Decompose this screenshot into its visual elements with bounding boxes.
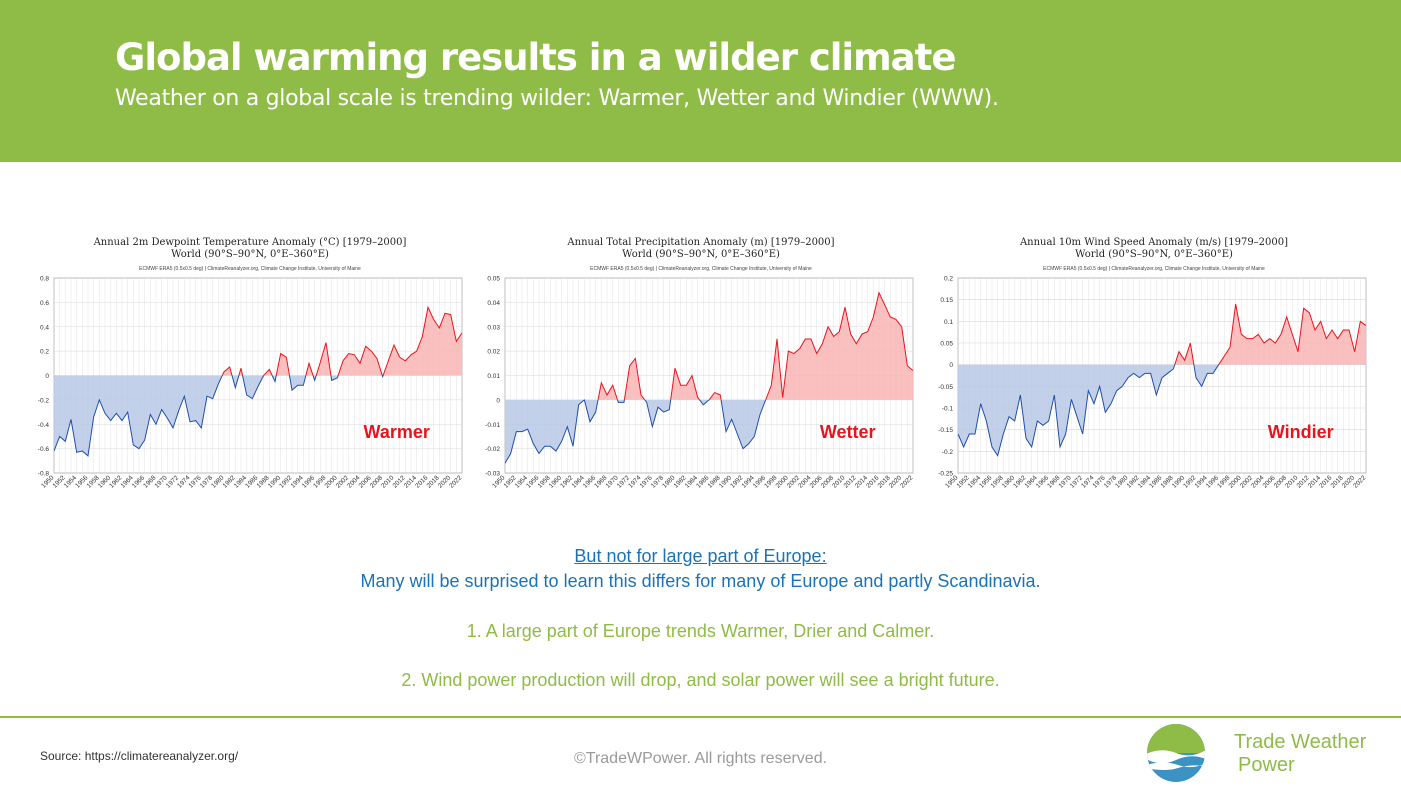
chart-source: ECMWF ERA5 (0.5x0.5 deg) | ClimateReanal… <box>139 266 361 272</box>
y-tick-label: 0 <box>496 397 500 404</box>
y-tick-label: -0.03 <box>485 471 500 478</box>
y-tick-label: 0.6 <box>40 300 49 307</box>
negative-anomaly-area <box>505 399 913 464</box>
point-1: 1. A large part of Europe trends Warmer,… <box>466 621 935 641</box>
y-tick-label: 0.1 <box>944 319 953 326</box>
source-link[interactable]: Source: https://climatereanalyzer.org/ <box>40 749 239 763</box>
chart-subtitle: World (90°S–90°N, 0°E–360°E) <box>1075 249 1233 260</box>
y-tick-label: -0.2 <box>38 397 50 404</box>
y-tick-label: 0.4 <box>40 324 49 331</box>
y-tick-label: 0.03 <box>487 324 500 331</box>
chart-title: Annual Total Precipitation Anomaly (m) [… <box>567 237 835 248</box>
positive-anomaly-area <box>1174 304 1366 365</box>
page-subtitle: Weather on a global scale is trending wi… <box>115 86 999 111</box>
chart-title: Annual 10m Wind Speed Anomaly (m/s) [197… <box>1019 237 1289 248</box>
y-tick-label: 0 <box>949 362 953 369</box>
y-tick-label: -0.01 <box>485 422 500 429</box>
positive-anomaly-area <box>54 307 462 376</box>
series-line-negative <box>54 375 384 457</box>
chart-source: ECMWF ERA5 (0.5x0.5 deg) | ClimateReanal… <box>1043 266 1265 272</box>
chart-plot: 0.050.040.030.020.010-0.01-0.02-0.031950… <box>485 276 915 490</box>
y-tick-label: 0.05 <box>487 276 500 283</box>
y-tick-label: 0.2 <box>40 349 49 356</box>
y-tick-label: 0 <box>45 373 49 380</box>
page-title: Global warming results in a wilder clima… <box>115 36 956 79</box>
series-line-negative <box>505 399 767 464</box>
y-tick-label: -0.25 <box>938 471 953 478</box>
footer-divider <box>0 716 1401 718</box>
y-tick-label: -0.8 <box>38 471 50 478</box>
dewpoint-chart: Annual 2m Dewpoint Temperature Anomaly (… <box>30 232 470 512</box>
y-tick-label: 0.8 <box>40 276 49 283</box>
y-tick-label: -0.15 <box>938 427 953 434</box>
x-tick-label: 2022 <box>899 474 914 489</box>
point-2: 2. Wind power production will drop, and … <box>401 670 1000 690</box>
europe-heading: But not for large part of Europe: <box>574 546 827 566</box>
negative-anomaly-area <box>958 364 1366 456</box>
brand-name-line1: Trade Weather <box>1234 731 1367 753</box>
chart-subtitle: World (90°S–90°N, 0°E–360°E) <box>171 249 329 260</box>
y-tick-label: 0.04 <box>487 300 500 307</box>
series-line-negative <box>958 364 1220 457</box>
y-tick-label: 0.05 <box>940 341 953 348</box>
negative-anomaly-area <box>54 375 462 456</box>
y-tick-label: -0.05 <box>938 384 953 391</box>
series-line-positive <box>221 305 462 376</box>
y-tick-label: 0.01 <box>487 373 500 380</box>
y-tick-label: -0.1 <box>942 406 954 413</box>
copyright: ©TradeWPower. All rights reserved. <box>573 750 828 767</box>
y-tick-label: -0.02 <box>485 446 500 453</box>
chart-plot: 0.80.60.40.20-0.2-0.4-0.6-0.819501952195… <box>38 276 464 490</box>
europe-line: Many will be surprised to learn this dif… <box>360 571 1041 591</box>
positive-anomaly-area <box>505 292 913 400</box>
wind-speed-chart: Annual 10m Wind Speed Anomaly (m/s) [197… <box>934 232 1374 512</box>
chart-title: Annual 2m Dewpoint Temperature Anomaly (… <box>93 237 407 248</box>
chart-source: ECMWF ERA5 (0.5x0.5 deg) | ClimateReanal… <box>590 266 812 272</box>
y-tick-label: 0.15 <box>940 297 953 304</box>
y-tick-label: 0.2 <box>944 276 953 283</box>
series-line-positive <box>1174 303 1366 365</box>
chart-plot: 0.20.150.10.050-0.05-0.1-0.15-0.2-0.2519… <box>938 276 1368 490</box>
chart-callout: Windier <box>1268 422 1334 442</box>
x-tick-label: 2022 <box>1352 474 1367 489</box>
globe-wave-logo-icon <box>1147 724 1205 782</box>
brand-name-line2: Power <box>1238 754 1295 776</box>
x-tick-label: 2022 <box>448 474 463 489</box>
precipitation-chart: Annual Total Precipitation Anomaly (m) [… <box>481 232 921 512</box>
y-tick-label: 0.02 <box>487 349 500 356</box>
y-tick-label: -0.6 <box>38 446 50 453</box>
y-tick-label: -0.4 <box>38 422 50 429</box>
header-banner: Global warming results in a wilder clima… <box>0 0 1401 162</box>
chart-subtitle: World (90°S–90°N, 0°E–360°E) <box>622 249 780 260</box>
y-tick-label: -0.2 <box>942 449 954 456</box>
chart-callout: Wetter <box>820 422 876 442</box>
chart-callout: Warmer <box>364 422 430 442</box>
series-line-positive <box>583 291 913 400</box>
